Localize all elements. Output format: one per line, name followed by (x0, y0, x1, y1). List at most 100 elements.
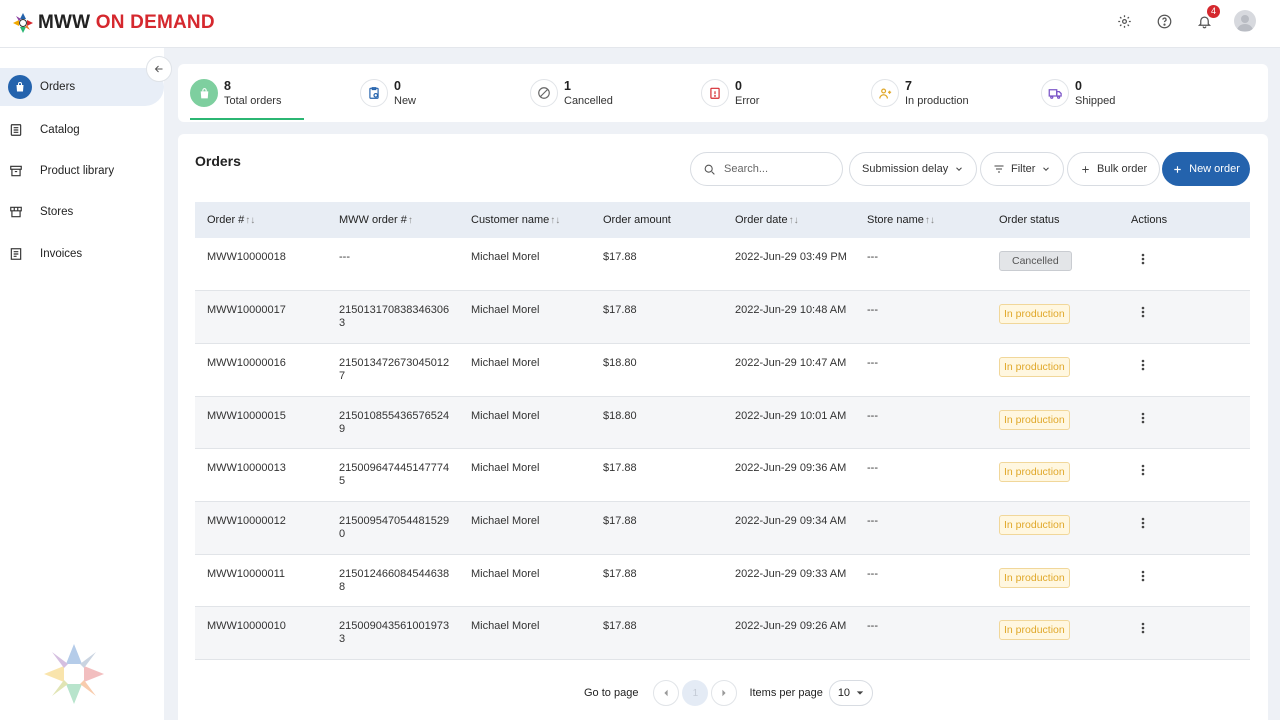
truck-icon (1041, 79, 1069, 107)
order-status-cell: In production (987, 554, 1119, 608)
order-date-cell: 2022-Jun-29 10:48 AM (723, 290, 855, 344)
gear-icon[interactable] (1114, 11, 1134, 31)
order-stats-strip: 8 Total orders 0 New 1 Cancelled 0 Error 7 In… (178, 64, 1268, 122)
table-row[interactable]: MWW10000015 2150108554365765249 Michael … (195, 396, 1250, 450)
sidebar-item-catalog[interactable]: Catalog (0, 111, 164, 149)
table-row[interactable]: MWW10000017 2150131708383463063 Michael … (195, 290, 1250, 344)
order-amount-cell: $18.80 (591, 396, 723, 450)
user-avatar[interactable] (1234, 10, 1256, 32)
stat-cancelled[interactable]: 1 Cancelled (530, 64, 613, 122)
submission-delay-dropdown[interactable]: Submission delay (849, 152, 978, 186)
new-order-button[interactable]: New order (1162, 152, 1250, 186)
status-badge: In production (999, 514, 1070, 535)
table-header-row: Order #↑↓ MWW order #↑ Customer name↑↓ O… (195, 202, 1250, 238)
bulk-order-button[interactable]: Bulk order (1067, 152, 1161, 186)
column-header-store-name[interactable]: Store name↑↓ (855, 202, 987, 238)
sidebar-item-label: Stores (40, 206, 74, 218)
search-box[interactable] (690, 152, 843, 186)
caret-down-icon (856, 691, 864, 695)
sidebar-item-product-library[interactable]: Product library (0, 152, 164, 190)
sidebar-item-stores[interactable]: Stores (0, 193, 164, 231)
column-header-actions: Actions (1119, 202, 1250, 238)
pagination: Go to page 1 Items per page 10 (584, 680, 874, 706)
catalog-icon (8, 122, 24, 138)
order-number-cell: MWW10000012 (195, 501, 327, 555)
more-vertical-icon[interactable] (1133, 566, 1153, 586)
status-badge: In production (999, 356, 1070, 377)
app-logo[interactable]: MWW ON DEMAND (12, 12, 215, 34)
archive-icon (8, 163, 24, 179)
sidebar: Orders Catalog Product library Stores In… (0, 48, 164, 720)
stat-label: In production (905, 94, 969, 107)
more-vertical-icon[interactable] (1133, 618, 1153, 638)
order-status-cell: In production (987, 448, 1119, 502)
stat-label: New (394, 94, 417, 107)
filter-button[interactable]: Filter (980, 152, 1065, 186)
store-name-cell: --- (855, 554, 987, 608)
order-status-cell: In production (987, 396, 1119, 450)
more-vertical-icon[interactable] (1133, 302, 1153, 322)
more-vertical-icon[interactable] (1133, 408, 1153, 428)
stat-shipped[interactable]: 0 Shipped (1041, 64, 1115, 122)
search-input[interactable] (724, 163, 834, 175)
column-header-customer-name[interactable]: Customer name↑↓ (459, 202, 591, 238)
status-badge: In production (999, 567, 1070, 588)
column-header-order-date[interactable]: Order date↑↓ (723, 202, 855, 238)
stat-error[interactable]: 0 Error (701, 64, 759, 122)
table-row[interactable]: MWW10000016 2150134726730450127 Michael … (195, 343, 1250, 397)
status-badge: In production (999, 620, 1070, 641)
order-status-cell: In production (987, 606, 1119, 660)
sort-arrows-icon: ↑↓ (788, 215, 799, 226)
stat-total-orders[interactable]: 8 Total orders (190, 64, 305, 122)
collapse-sidebar-button[interactable] (146, 56, 172, 82)
actions-cell (1119, 396, 1250, 450)
chevron-down-icon (956, 167, 963, 171)
column-header-mww-order-number[interactable]: MWW order #↑ (327, 202, 459, 238)
more-vertical-icon[interactable] (1133, 249, 1153, 269)
items-per-page-label: Items per page (749, 687, 823, 699)
previous-page-button[interactable] (653, 680, 680, 706)
notification-count-badge: 4 (1207, 5, 1220, 18)
order-date-cell: 2022-Jun-29 09:26 AM (723, 606, 855, 660)
stat-in-production[interactable]: 7 In production (871, 64, 969, 122)
next-page-button[interactable] (711, 680, 738, 706)
current-page-indicator[interactable]: 1 (682, 680, 709, 706)
column-header-order-amount: Order amount (591, 202, 723, 238)
table-row[interactable]: MWW10000013 2150096474451477745 Michael … (195, 448, 1250, 502)
watermark-logo-icon (44, 644, 104, 704)
sort-arrows-icon: ↑↓ (924, 215, 935, 226)
table-row[interactable]: MWW10000018 --- Michael Morel $17.88 202… (195, 238, 1250, 292)
order-amount-cell: $17.88 (591, 290, 723, 344)
sidebar-item-label: Catalog (40, 124, 80, 136)
status-badge: Cancelled (999, 251, 1072, 271)
column-header-order-number[interactable]: Order #↑↓ (195, 202, 327, 238)
mww-order-number-cell: 2150090435610019733 (327, 606, 459, 660)
items-per-page-select[interactable]: 10 (828, 680, 874, 706)
sidebar-item-orders[interactable]: Orders (0, 68, 164, 106)
actions-cell (1119, 554, 1250, 608)
store-name-cell: --- (855, 501, 987, 555)
more-vertical-icon[interactable] (1133, 513, 1153, 533)
sidebar-item-invoices[interactable]: Invoices (0, 235, 164, 273)
chevron-right-icon (722, 689, 727, 697)
more-vertical-icon[interactable] (1133, 460, 1153, 480)
actions-cell (1119, 290, 1250, 344)
page-title: Orders (195, 153, 241, 169)
order-status-cell: In production (987, 343, 1119, 397)
bell-icon[interactable]: 4 (1194, 5, 1220, 31)
stat-label: Total orders (224, 94, 282, 107)
order-number-cell: MWW10000016 (195, 343, 327, 397)
table-row[interactable]: MWW10000012 2150095470544815290 Michael … (195, 501, 1250, 555)
sidebar-item-label: Product library (40, 165, 115, 177)
order-amount-cell: $17.88 (591, 238, 723, 292)
help-icon[interactable] (1154, 11, 1174, 31)
mww-order-number-cell: 2150124660845446388 (327, 554, 459, 608)
order-amount-cell: $17.88 (591, 448, 723, 502)
stat-new[interactable]: 0 New (360, 64, 416, 122)
table-row[interactable]: MWW10000010 2150090435610019733 Michael … (195, 606, 1250, 660)
status-badge: In production (999, 462, 1070, 483)
more-vertical-icon[interactable] (1133, 355, 1153, 375)
stat-label: Cancelled (564, 94, 613, 107)
sidebar-item-label: Orders (40, 81, 76, 93)
table-row[interactable]: MWW10000011 2150124660845446388 Michael … (195, 554, 1250, 608)
